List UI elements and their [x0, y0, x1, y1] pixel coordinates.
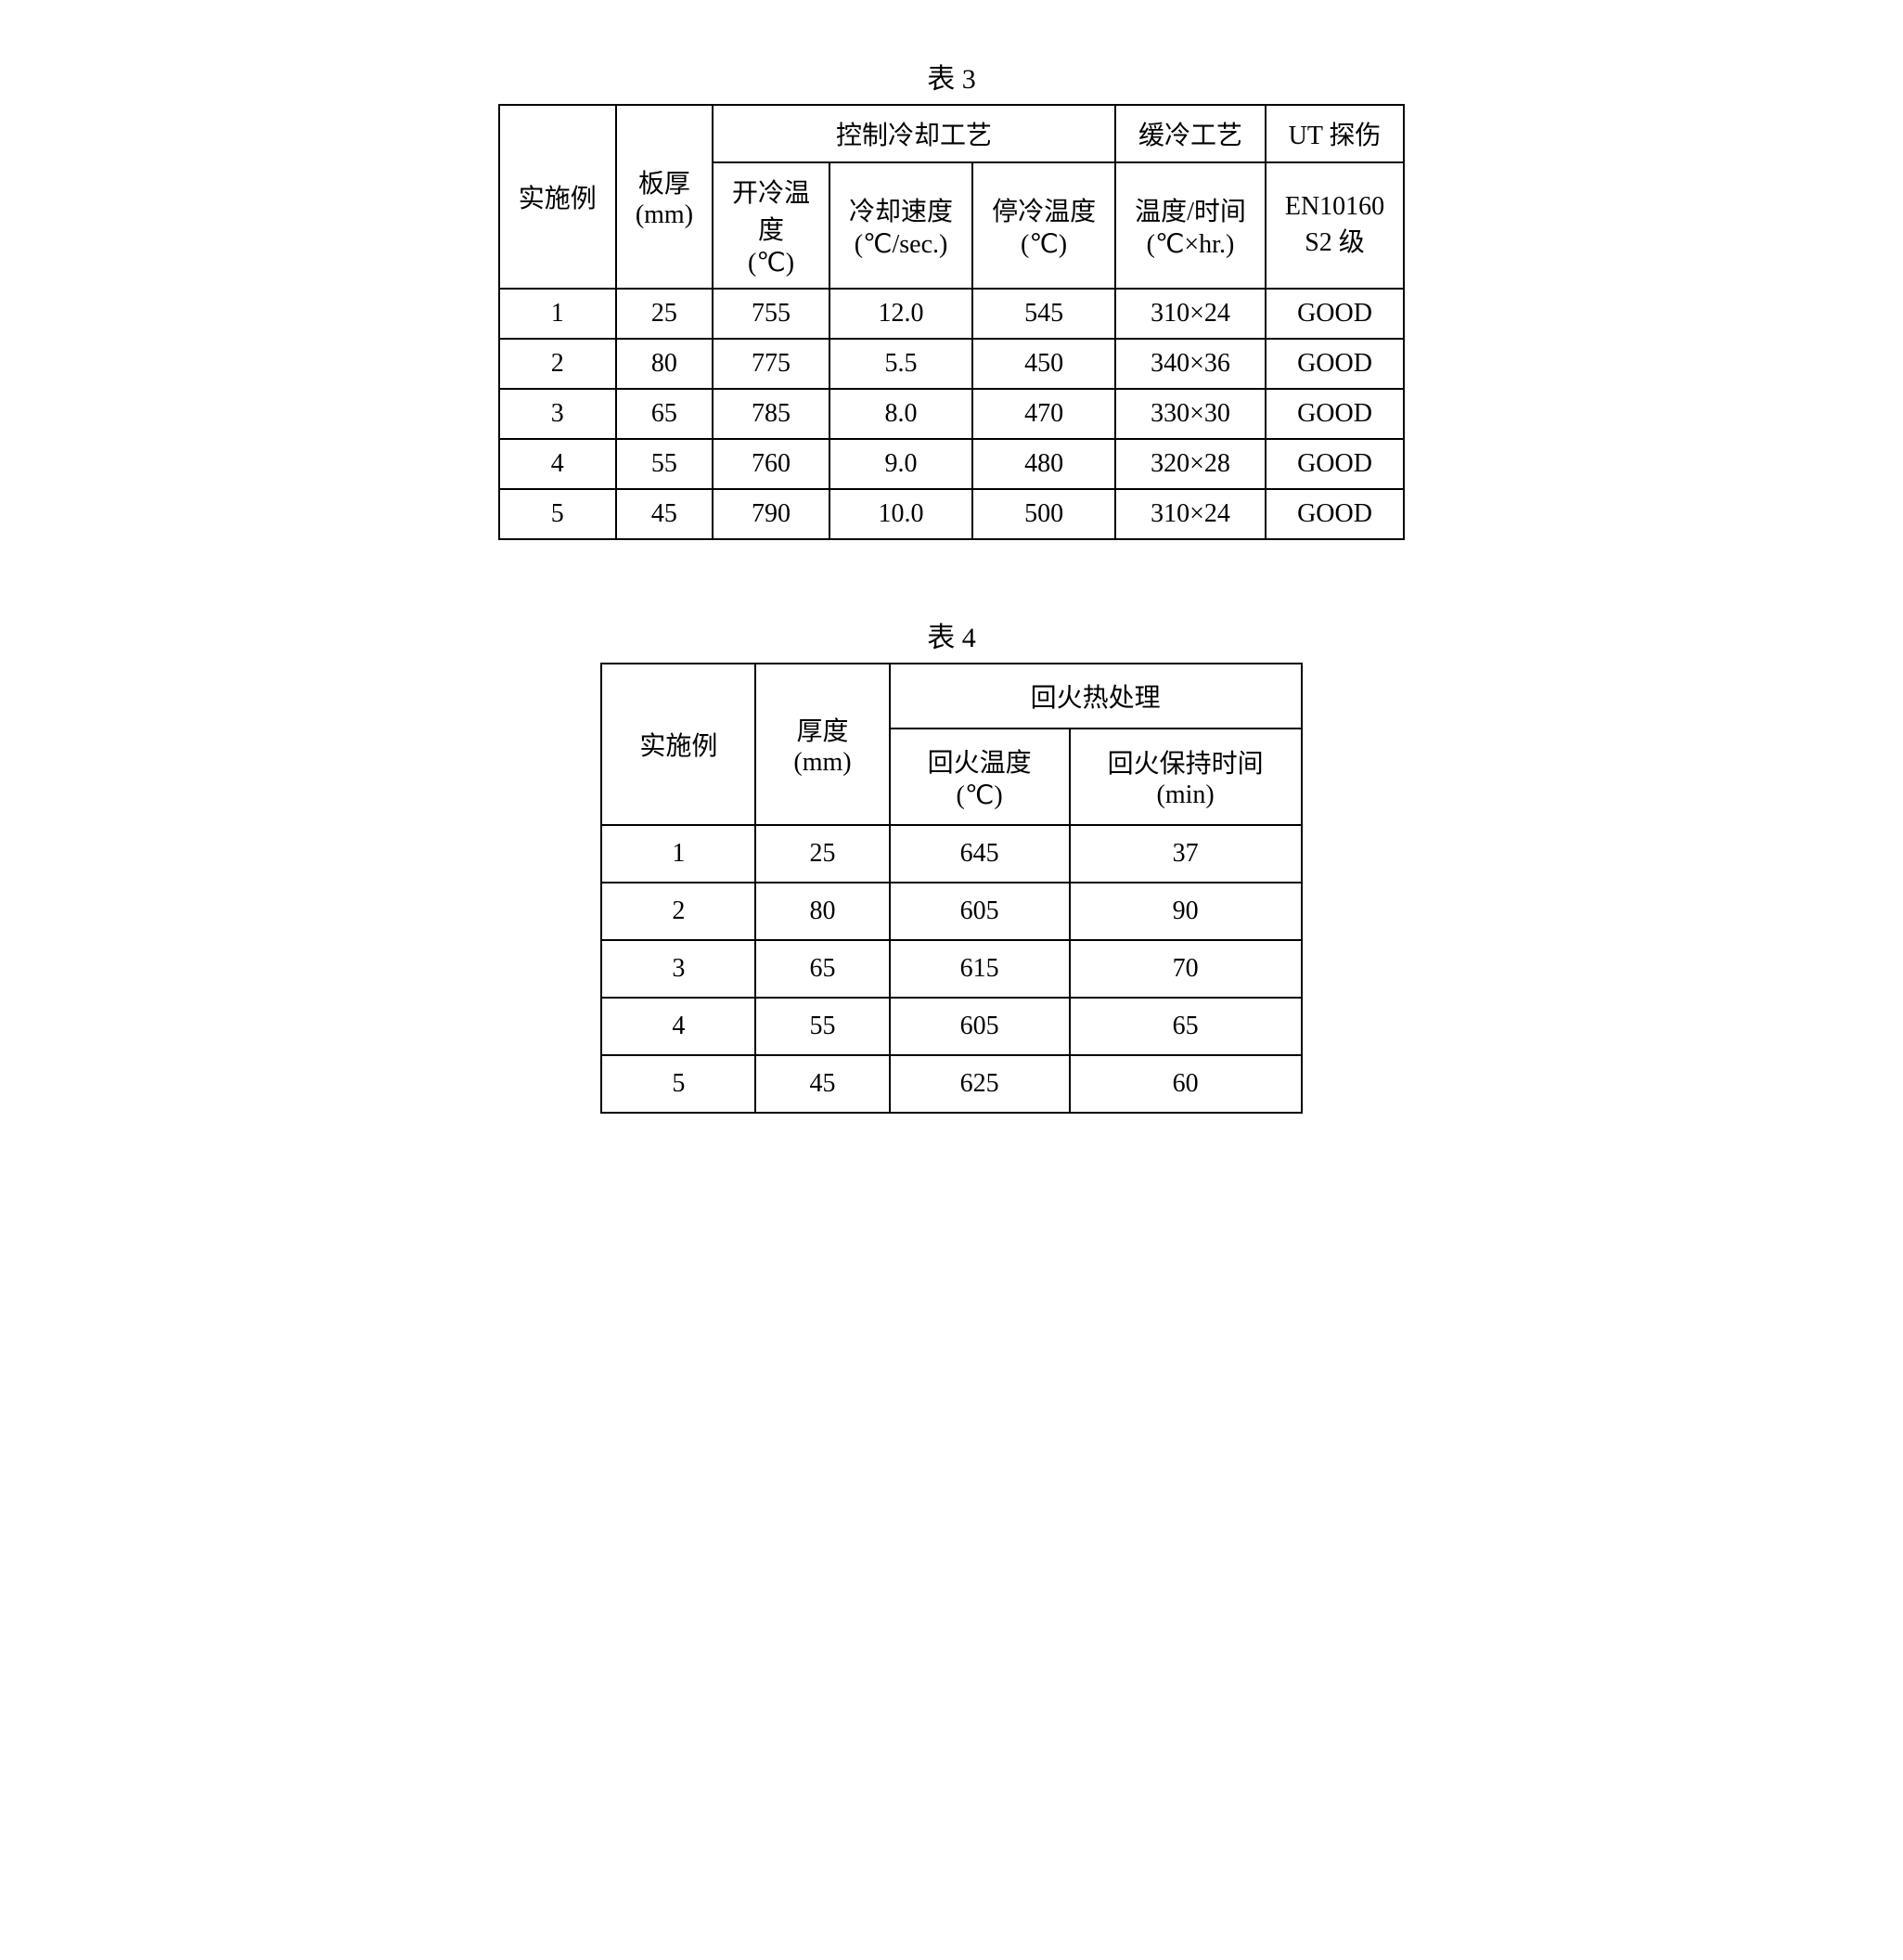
- t3-h-ut-sub: EN10160S2 级: [1266, 162, 1404, 289]
- t3-cell: 45: [616, 489, 713, 539]
- t3-cell: 3: [499, 389, 616, 439]
- t3-h-start-temp: 开冷温度(℃): [713, 162, 829, 289]
- t4-cell: 65: [755, 940, 889, 998]
- t3-h-example: 实施例: [499, 105, 616, 289]
- table-row: 5 45 790 10.0 500 310×24 GOOD: [499, 489, 1404, 539]
- t3-cell: 2: [499, 339, 616, 389]
- t4-cell: 605: [890, 883, 1070, 940]
- t3-cell: 450: [972, 339, 1115, 389]
- table-3-header-row-1: 实施例 板厚(mm) 控制冷却工艺 缓冷工艺 UT 探伤: [499, 105, 1404, 162]
- t4-cell: 3: [601, 940, 755, 998]
- t4-cell: 65: [1070, 998, 1302, 1055]
- t4-cell: 1: [601, 825, 755, 883]
- t3-cell: GOOD: [1266, 439, 1404, 489]
- table-row: 4 55 760 9.0 480 320×28 GOOD: [499, 439, 1404, 489]
- t3-cell: 470: [972, 389, 1115, 439]
- t4-cell: 45: [755, 1055, 889, 1113]
- t4-cell: 60: [1070, 1055, 1302, 1113]
- table-4-caption: 表 4: [93, 614, 1810, 655]
- t3-cell: 5.5: [829, 339, 972, 389]
- t3-cell: 790: [713, 489, 829, 539]
- table-row: 5 45 625 60: [601, 1055, 1301, 1113]
- t3-cell: GOOD: [1266, 489, 1404, 539]
- table-4-header-row-1: 实施例 厚度(mm) 回火热处理: [601, 664, 1301, 729]
- table-3-wrapper: 表 3 实施例 板厚(mm) 控制冷却工艺 缓冷工艺 UT 探伤 开冷温度(℃)…: [93, 56, 1810, 540]
- t4-cell: 55: [755, 998, 889, 1055]
- t3-cell: 545: [972, 289, 1115, 339]
- t3-h-ut: UT 探伤: [1266, 105, 1404, 162]
- t4-h-temper-temp: 回火温度(℃): [890, 729, 1070, 825]
- t3-h-cooling-group: 控制冷却工艺: [713, 105, 1115, 162]
- t3-cell: 785: [713, 389, 829, 439]
- table-row: 3 65 785 8.0 470 330×30 GOOD: [499, 389, 1404, 439]
- t3-cell: 9.0: [829, 439, 972, 489]
- t4-cell: 625: [890, 1055, 1070, 1113]
- table-row: 1 25 645 37: [601, 825, 1301, 883]
- t3-cell: GOOD: [1266, 289, 1404, 339]
- table-row: 4 55 605 65: [601, 998, 1301, 1055]
- t3-cell: GOOD: [1266, 339, 1404, 389]
- table-3-body: 1 25 755 12.0 545 310×24 GOOD 2 80 775 5…: [499, 289, 1404, 539]
- t3-cell: 330×30: [1115, 389, 1266, 439]
- t3-cell: 55: [616, 439, 713, 489]
- t3-cell: 8.0: [829, 389, 972, 439]
- t3-h-thickness: 板厚(mm): [616, 105, 713, 289]
- t3-h-stop-temp: 停冷温度(℃): [972, 162, 1115, 289]
- t3-h-cool-rate: 冷却速度(℃/sec.): [829, 162, 972, 289]
- t3-cell: 310×24: [1115, 489, 1266, 539]
- t4-cell: 37: [1070, 825, 1302, 883]
- t3-cell: 10.0: [829, 489, 972, 539]
- t3-cell: 65: [616, 389, 713, 439]
- table-row: 2 80 775 5.5 450 340×36 GOOD: [499, 339, 1404, 389]
- t3-cell: 1: [499, 289, 616, 339]
- table-row: 1 25 755 12.0 545 310×24 GOOD: [499, 289, 1404, 339]
- t4-cell: 70: [1070, 940, 1302, 998]
- table-row: 2 80 605 90: [601, 883, 1301, 940]
- t3-cell: 12.0: [829, 289, 972, 339]
- t3-cell: 775: [713, 339, 829, 389]
- t3-cell: 25: [616, 289, 713, 339]
- t3-cell: 340×36: [1115, 339, 1266, 389]
- t3-cell: GOOD: [1266, 389, 1404, 439]
- t4-cell: 615: [890, 940, 1070, 998]
- t4-cell: 645: [890, 825, 1070, 883]
- t3-cell: 310×24: [1115, 289, 1266, 339]
- table-4-body: 1 25 645 37 2 80 605 90 3 65 615 70 4 55…: [601, 825, 1301, 1113]
- t4-h-example: 实施例: [601, 664, 755, 825]
- t4-cell: 2: [601, 883, 755, 940]
- table-4-wrapper: 表 4 实施例 厚度(mm) 回火热处理 回火温度(℃) 回火保持时间(min)…: [93, 614, 1810, 1114]
- t3-cell: 480: [972, 439, 1115, 489]
- t3-cell: 4: [499, 439, 616, 489]
- t3-h-slowcool: 缓冷工艺: [1115, 105, 1266, 162]
- t3-h-slowcool-sub: 温度/时间(℃×hr.): [1115, 162, 1266, 289]
- t4-cell: 25: [755, 825, 889, 883]
- t3-cell: 320×28: [1115, 439, 1266, 489]
- t4-cell: 605: [890, 998, 1070, 1055]
- table-row: 3 65 615 70: [601, 940, 1301, 998]
- t4-cell: 4: [601, 998, 755, 1055]
- t4-h-temper-group: 回火热处理: [890, 664, 1302, 729]
- table-3: 实施例 板厚(mm) 控制冷却工艺 缓冷工艺 UT 探伤 开冷温度(℃) 冷却速…: [498, 104, 1405, 540]
- t4-cell: 90: [1070, 883, 1302, 940]
- table-3-caption: 表 3: [93, 56, 1810, 97]
- t4-h-thickness: 厚度(mm): [755, 664, 889, 825]
- t3-cell: 755: [713, 289, 829, 339]
- table-4: 实施例 厚度(mm) 回火热处理 回火温度(℃) 回火保持时间(min) 1 2…: [600, 663, 1302, 1114]
- t4-cell: 5: [601, 1055, 755, 1113]
- t3-cell: 760: [713, 439, 829, 489]
- t3-cell: 80: [616, 339, 713, 389]
- t4-cell: 80: [755, 883, 889, 940]
- t4-h-temper-time: 回火保持时间(min): [1070, 729, 1302, 825]
- t3-cell: 5: [499, 489, 616, 539]
- t3-cell: 500: [972, 489, 1115, 539]
